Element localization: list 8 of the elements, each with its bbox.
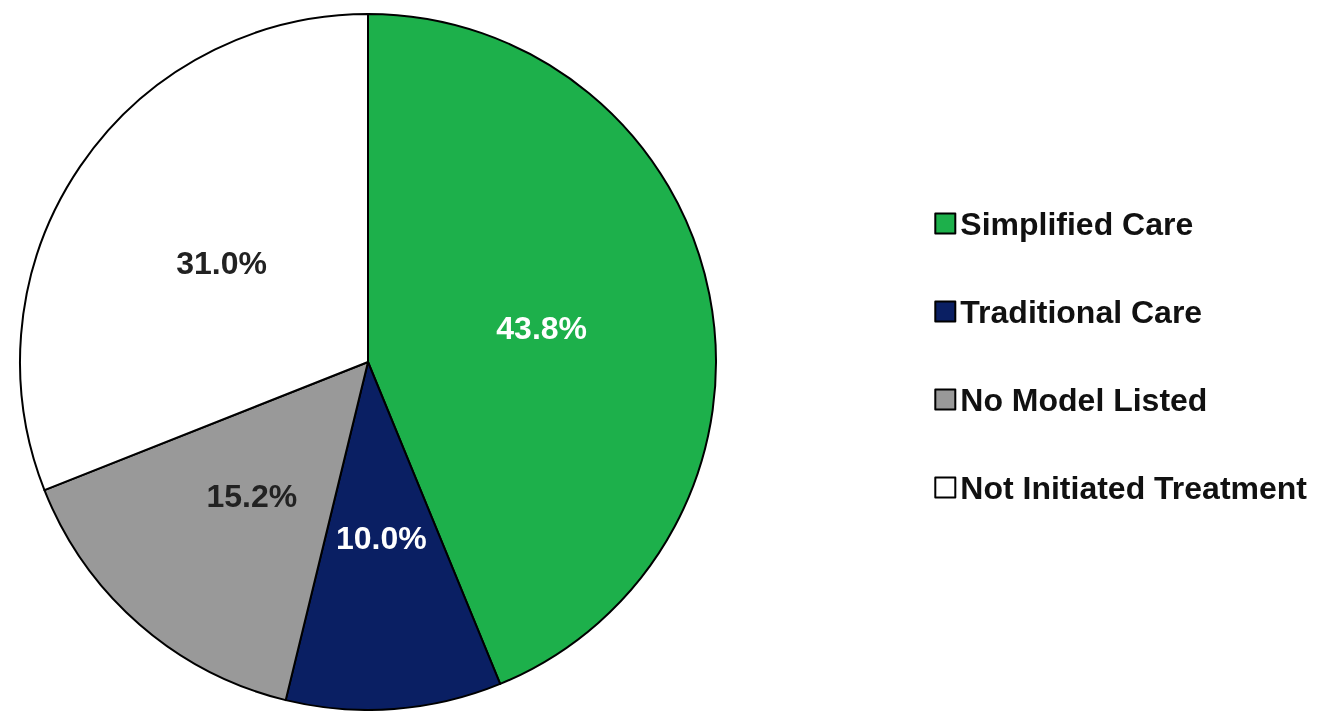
data-label: 43.8% xyxy=(496,309,588,346)
legend-label: Not Initiated Treatment xyxy=(960,469,1308,506)
legend-label: Simplified Care xyxy=(960,205,1194,242)
data-label: 15.2% xyxy=(206,477,298,514)
data-label: 31.0% xyxy=(176,244,267,281)
legend-label: Traditional Care xyxy=(960,293,1203,330)
legend-label: No Model Listed xyxy=(960,381,1208,418)
data-label: 10.0% xyxy=(335,520,427,557)
